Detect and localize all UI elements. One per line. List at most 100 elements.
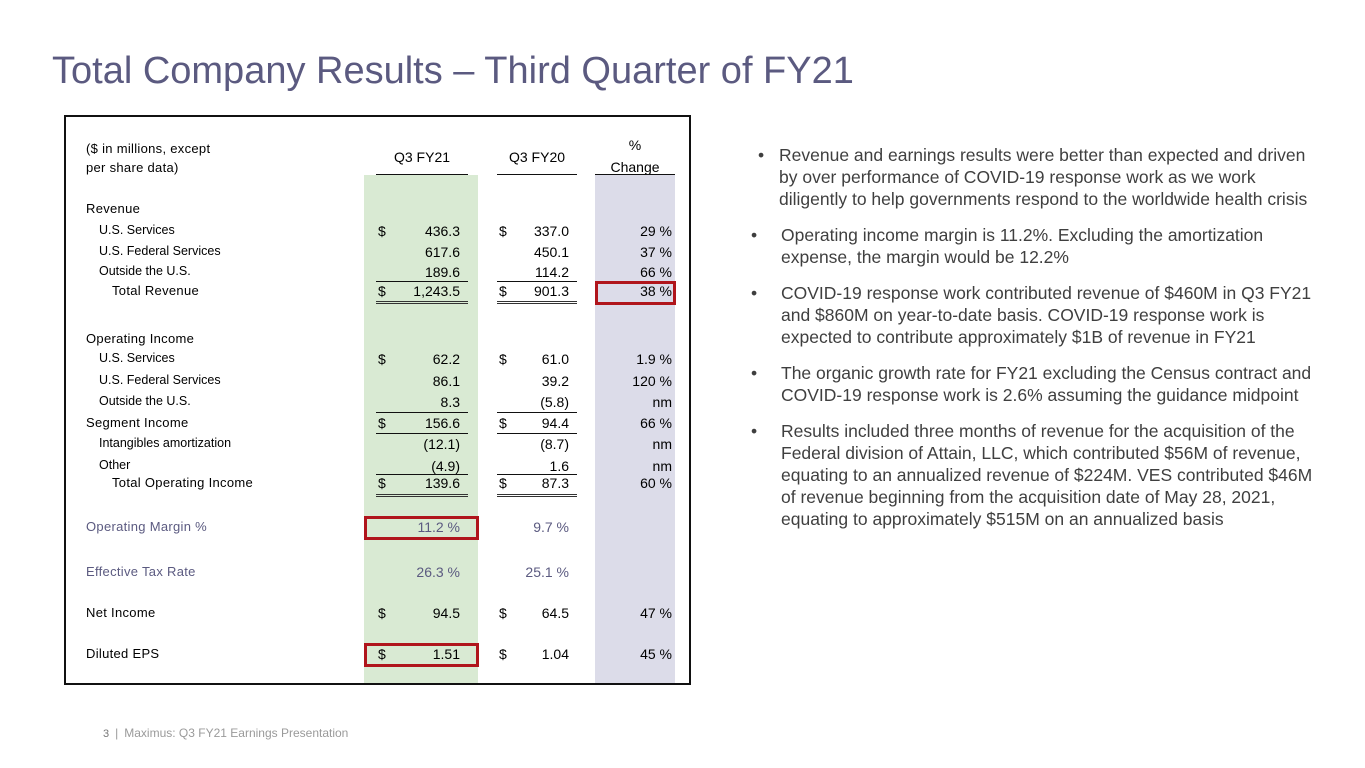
value-fy20: (5.8): [540, 394, 569, 410]
row-label: U.S. Federal Services: [99, 244, 221, 258]
change-column-shading: [595, 175, 675, 683]
section-label: Operating Income: [86, 331, 195, 346]
section-operating-income: Operating Income: [66, 331, 689, 349]
value-fy21: 26.3 %: [416, 564, 460, 580]
units-note: ($ in millions, except per share data): [86, 139, 210, 177]
header-q3-fy20: Q3 FY20: [508, 149, 566, 165]
currency-symbol: $: [378, 475, 386, 491]
currency-symbol: $: [499, 283, 507, 299]
header-rule-fy21: [376, 174, 468, 175]
value-fy21: 86.1: [432, 373, 460, 389]
slide-title: Total Company Results – Third Quarter of…: [52, 50, 854, 92]
header-rule-fy20: [497, 174, 577, 175]
highlight-box-diluted-eps: [364, 643, 479, 667]
value-fy21: 139.6: [424, 475, 460, 491]
value-change: nm: [652, 394, 672, 410]
bullet-dot-icon: •: [751, 225, 758, 245]
value-fy20: 1.6: [549, 458, 569, 474]
bullet-item: • Results included three months of reven…: [751, 420, 1315, 530]
page-number: 3: [103, 728, 110, 740]
row-label: U.S. Services: [99, 223, 175, 237]
subtotal-rule: [497, 412, 577, 413]
header-change: Change: [610, 159, 660, 175]
row-label: U.S. Federal Services: [99, 373, 221, 387]
value-fy21: (4.9): [431, 458, 460, 474]
subtotal-rule: [497, 281, 577, 282]
table-row-diluted-eps: Diluted EPS $ 1.51 $ 1.04 45 %: [66, 646, 689, 664]
table-row: Outside the U.S. 189.6 114.2 66 %: [66, 264, 689, 282]
bullet-text: Operating income margin is 11.2%. Exclud…: [781, 225, 1264, 267]
value-fy20: 114.2: [535, 264, 569, 280]
table-row: U.S. Services $ 62.2 $ 61.0 1.9 %: [66, 351, 689, 369]
table-row-operating-margin: Operating Margin % 11.2 % 9.7 %: [66, 519, 689, 537]
header-change-symbol: %: [628, 137, 642, 153]
value-fy21: 1.51: [432, 646, 460, 662]
table-row: U.S. Federal Services 86.1 39.2 120 %: [66, 373, 689, 391]
subtotal-rule: [376, 281, 468, 282]
subtotal-rule: [497, 433, 577, 434]
units-note-line1: ($ in millions, except: [86, 141, 211, 156]
currency-symbol: $: [499, 475, 507, 491]
currency-symbol: $: [378, 283, 386, 299]
currency-symbol: $: [378, 415, 386, 431]
value-fy20: 9.7 %: [533, 519, 569, 535]
value-fy21: 436.3: [424, 223, 460, 239]
value-fy21: 62.2: [432, 351, 460, 367]
row-label: U.S. Services: [99, 351, 175, 365]
footer-text: Maximus: Q3 FY21 Earnings Presentation: [124, 726, 349, 740]
highlight-box-revenue-change: [595, 281, 676, 305]
value-fy21: 1,243.5: [413, 283, 460, 299]
total-double-rule: [497, 301, 577, 304]
value-change: 45 %: [640, 646, 672, 662]
value-fy20: 39.2: [541, 373, 569, 389]
table-row-segment-income: Segment Income $ 156.6 $ 94.4 66 %: [66, 415, 689, 433]
table-row: U.S. Federal Services 617.6 450.1 37 %: [66, 244, 689, 262]
table-row-net-income: Net Income $ 94.5 $ 64.5 47 %: [66, 605, 689, 623]
value-change: nm: [652, 458, 672, 474]
value-fy20: 1.04: [541, 646, 569, 662]
row-label: Intangibles amortization: [99, 436, 232, 450]
value-fy20: 87.3: [541, 475, 569, 491]
bullet-item: • The organic growth rate for FY21 exclu…: [751, 362, 1315, 406]
row-label: Outside the U.S.: [99, 264, 191, 278]
value-change: 37 %: [640, 244, 672, 260]
value-fy21: 156.6: [424, 415, 460, 431]
value-fy21: 8.3: [440, 394, 460, 410]
value-fy21: (12.1): [423, 436, 460, 452]
commentary-bullets: • Revenue and earnings results were bett…: [751, 144, 1315, 544]
value-fy20: 450.1: [533, 244, 569, 260]
value-change: 47 %: [640, 605, 672, 621]
value-fy20: 64.5: [541, 605, 569, 621]
row-label: Segment Income: [86, 415, 189, 430]
row-label: Total Revenue: [112, 283, 200, 298]
value-change: 60 %: [640, 475, 672, 491]
row-label: Net Income: [86, 605, 156, 620]
total-double-rule: [376, 494, 468, 497]
currency-symbol: $: [378, 223, 386, 239]
value-fy20: (8.7): [540, 436, 569, 452]
bullet-text: The organic growth rate for FY21 excludi…: [781, 363, 1312, 405]
subtotal-rule: [497, 474, 577, 475]
row-label: Total Operating Income: [112, 475, 254, 490]
bullet-dot-icon: •: [751, 421, 758, 441]
subtotal-rule: [376, 412, 468, 413]
row-label: Operating Margin %: [86, 519, 208, 534]
header-q3-fy21: Q3 FY21: [393, 149, 451, 165]
row-label: Diluted EPS: [86, 646, 160, 661]
bullet-dot-icon: •: [751, 363, 758, 383]
currency-symbol: $: [499, 351, 507, 367]
units-note-line2: per share data): [86, 160, 179, 175]
currency-symbol: $: [378, 351, 386, 367]
value-change: 1.9 %: [636, 351, 672, 367]
value-fy20: 337.0: [533, 223, 569, 239]
slide-footer: 3 | Maximus: Q3 FY21 Earnings Presentation: [103, 726, 348, 740]
value-fy21: 11.2 %: [417, 519, 460, 535]
value-fy20: 25.1 %: [525, 564, 569, 580]
bullet-item: • Revenue and earnings results were bett…: [755, 144, 1315, 210]
currency-symbol: $: [499, 415, 507, 431]
value-change: 29 %: [640, 223, 672, 239]
table-row: Intangibles amortization (12.1) (8.7) nm: [66, 436, 689, 454]
subtotal-rule: [376, 474, 468, 475]
table-row: U.S. Services $ 436.3 $ 337.0 29 %: [66, 223, 689, 241]
currency-symbol: $: [499, 605, 507, 621]
